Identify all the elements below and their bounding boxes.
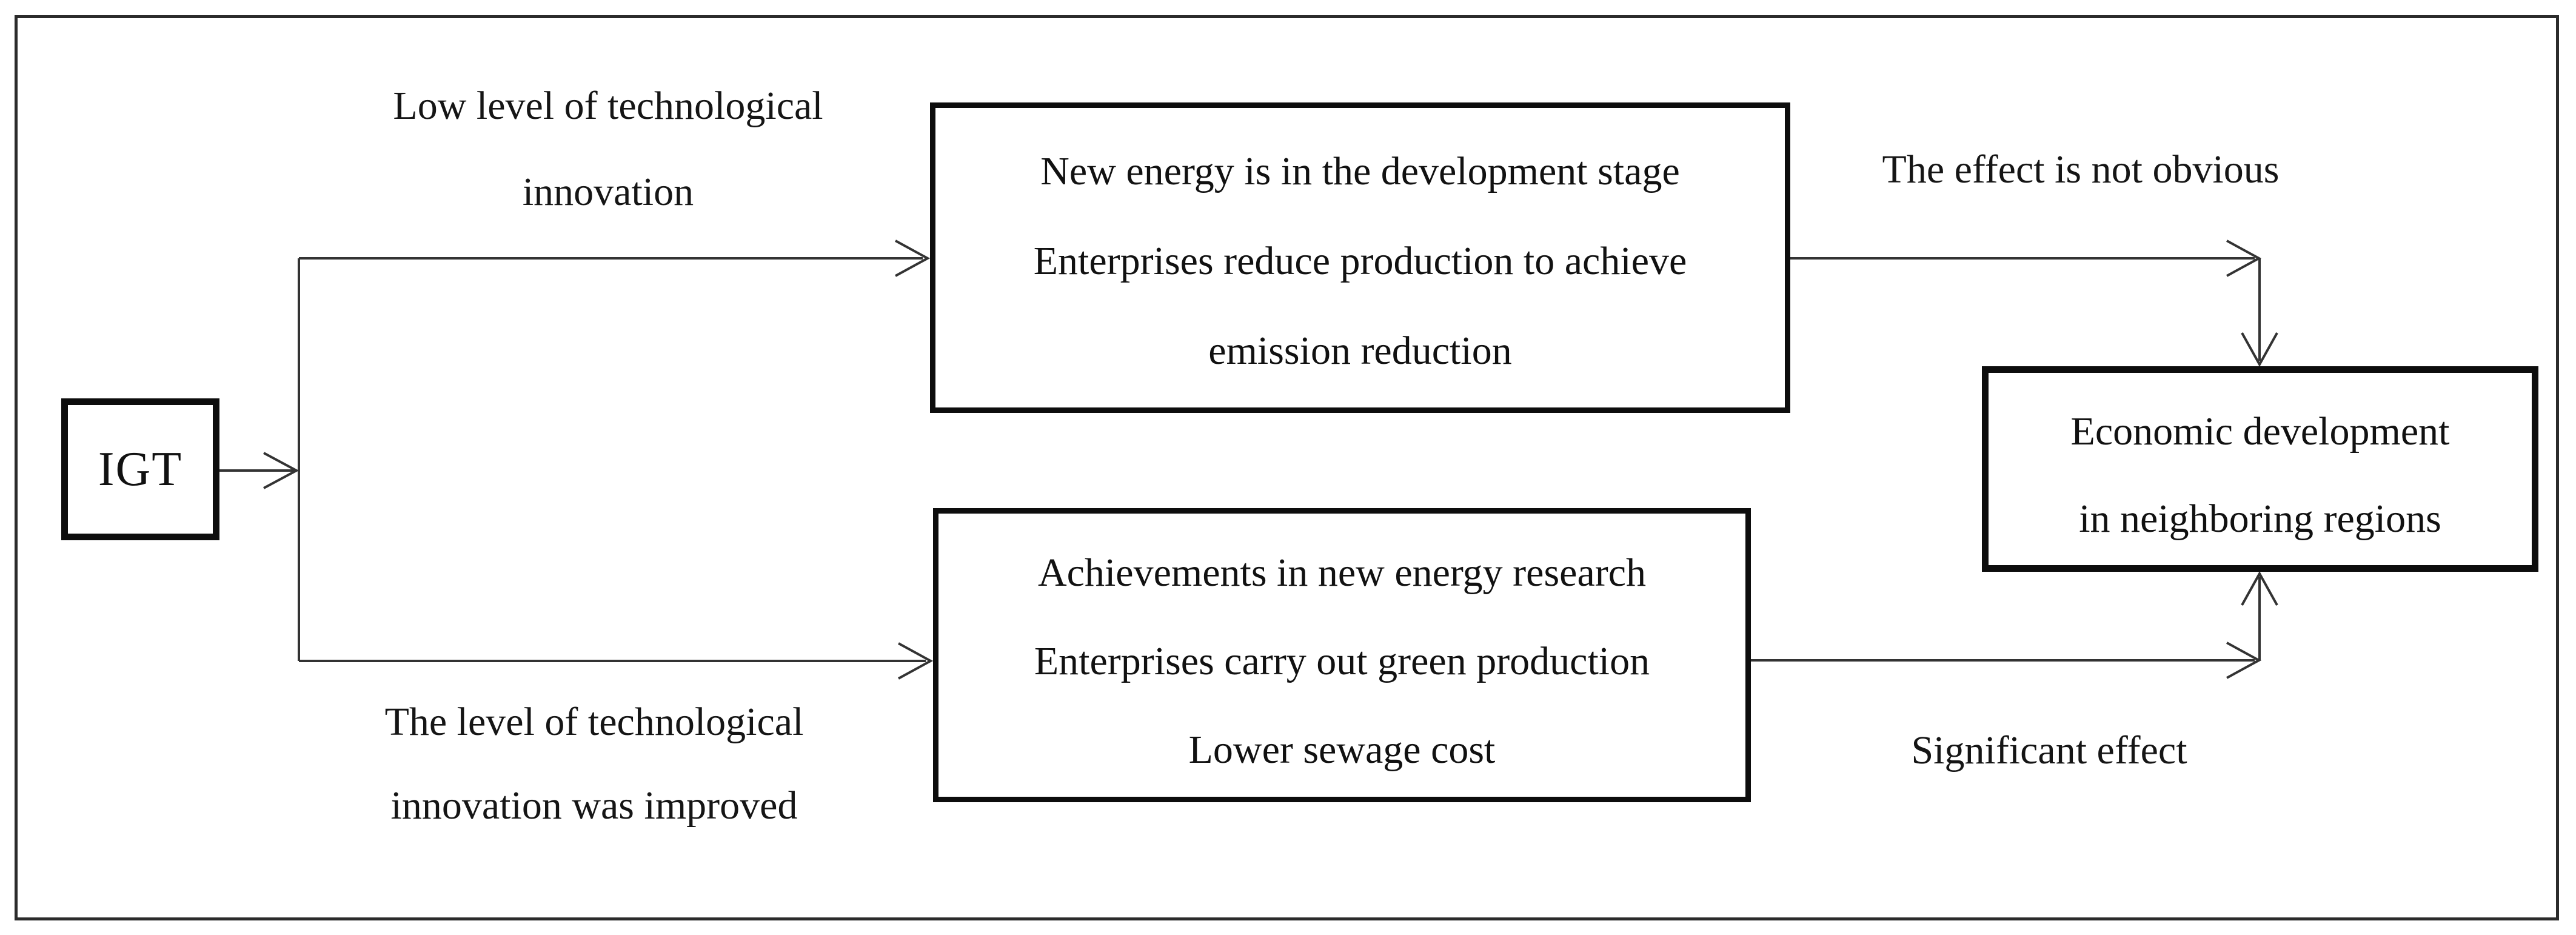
economic-development-node: Economic development in neighboring regi… — [1982, 366, 2538, 572]
green-production-node: Achievements in new energy research Ente… — [933, 508, 1751, 802]
label-effect-not-obvious: The effect is not obvious — [1882, 147, 2280, 192]
arrow-igt-to-branch — [219, 452, 299, 489]
label-low-innovation: Low level of technological innovation — [393, 84, 823, 214]
development-stage-node: New energy is in the development stage E… — [930, 102, 1790, 413]
igt-node: IGT — [61, 398, 219, 540]
arrow-corner-up-to-economic — [2241, 571, 2278, 660]
label-improved-innovation: The level of technological innovation wa… — [384, 700, 804, 828]
arrow-corner-down-to-economic — [2241, 258, 2278, 367]
label-significant-effect: Significant effect — [1911, 728, 2187, 772]
arrow-branch-to-green-production — [299, 642, 934, 680]
figure-border — [15, 15, 2559, 920]
arrow-branch-to-development-stage — [299, 240, 931, 277]
